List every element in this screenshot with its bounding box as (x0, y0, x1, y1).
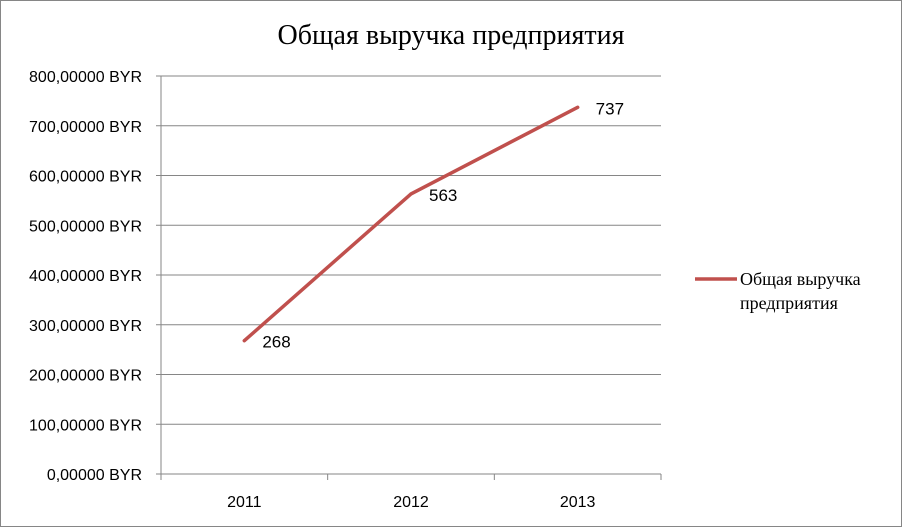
legend-label: Общая выручка (740, 269, 861, 289)
data-point (576, 105, 580, 109)
data-label: 268 (262, 333, 290, 352)
y-tick-label: 400,00000 BYR (29, 268, 142, 285)
legend: Общая выручка предприятия (695, 269, 861, 313)
legend-label: предприятия (740, 293, 838, 313)
series-line (242, 105, 580, 343)
data-label: 737 (596, 99, 624, 118)
y-tick-label: 500,00000 BYR (29, 218, 142, 235)
y-tick-label: 100,00000 BYR (29, 417, 142, 434)
y-tick-label: 200,00000 BYR (29, 368, 142, 385)
data-label: 563 (429, 186, 457, 205)
chart-title: Общая выручка предприятия (278, 20, 625, 51)
data-point (242, 339, 246, 343)
x-tick-label: 2012 (393, 494, 429, 511)
y-tick-label: 0,00000 BYR (47, 467, 142, 484)
plot-area: 0,00000 BYR 100,00000 BYR 200,00000 BYR 300… (29, 69, 662, 511)
y-tick-label: 300,00000 BYR (29, 318, 142, 335)
y-tick-label: 600,00000 BYR (29, 169, 142, 186)
y-tick-label: 800,00000 BYR (29, 69, 142, 86)
x-tick-label: 2013 (560, 494, 596, 511)
x-tick-label: 2011 (227, 494, 262, 511)
y-tick-label: 700,00000 BYR (29, 119, 142, 136)
data-point (409, 192, 413, 196)
